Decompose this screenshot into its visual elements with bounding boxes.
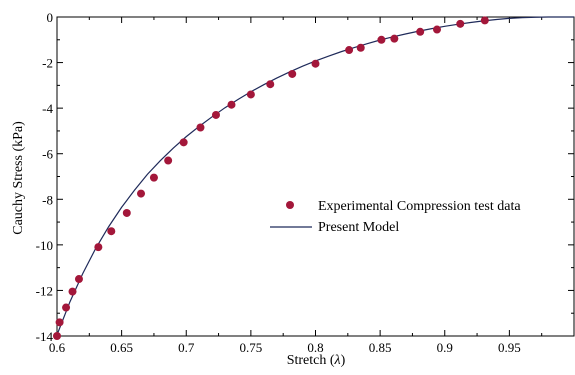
y-tick-label: -4 [42,101,53,116]
experimental-point [377,35,386,44]
y-tick-label: -2 [42,56,53,71]
experimental-point [311,59,320,68]
experimental-point [356,43,365,52]
x-axis-label: Stretch (λ) [287,353,346,368]
legend-marker-experimental [286,201,294,209]
experimental-point [149,173,158,182]
experimental-markers [53,16,489,340]
experimental-point [53,332,61,340]
experimental-point [246,90,255,99]
x-tick-label: 0.6 [49,340,66,355]
experimental-point [62,303,71,312]
experimental-point [107,227,116,236]
y-tick-label: -6 [42,147,53,162]
experimental-point [227,100,236,109]
x-axis: 0.6 0.65 0.7 0.75 0.8 0.85 0.9 0.95 [49,17,543,355]
experimental-point [74,275,83,284]
experimental-point [390,34,399,43]
y-tick-label: -12 [36,283,53,298]
y-tick-label: -14 [36,329,54,344]
x-tick-label: 0.65 [110,340,133,355]
experimental-point [345,46,354,55]
y-tick-label: -10 [36,238,53,253]
experimental-point [288,69,297,78]
y-axis-label: Cauchy Stress (kPa) [11,121,26,235]
x-tick-label: 0.95 [498,340,521,355]
x-tick-label: 0.8 [307,340,323,355]
experimental-point [94,243,103,252]
x-tick-label: 0.9 [437,340,453,355]
legend: Experimental Compression test data Prese… [270,199,521,235]
experimental-point [179,138,188,147]
experimental-point [211,110,220,119]
experimental-point [68,287,77,296]
x-tick-label: 0.85 [369,340,392,355]
experimental-point [480,16,489,25]
experimental-point [196,123,205,132]
experimental-point [137,189,146,198]
experimental-point [433,25,441,34]
experimental-point [456,19,465,28]
legend-label-model: Present Model [318,220,399,235]
x-tick-label: 0.7 [178,340,195,355]
experimental-point [122,208,131,217]
experimental-point [55,318,64,327]
experimental-point [416,27,425,36]
y-tick-label: -8 [42,192,53,207]
experimental-point [164,156,173,165]
experimental-point [266,80,275,89]
y-tick-label: 0 [47,10,54,25]
legend-label-experimental: Experimental Compression test data [318,199,521,214]
y-axis: 0 -2 -4 -6 -8 -10 -12 -14 [36,10,574,344]
x-tick-label: 0.75 [240,340,263,355]
